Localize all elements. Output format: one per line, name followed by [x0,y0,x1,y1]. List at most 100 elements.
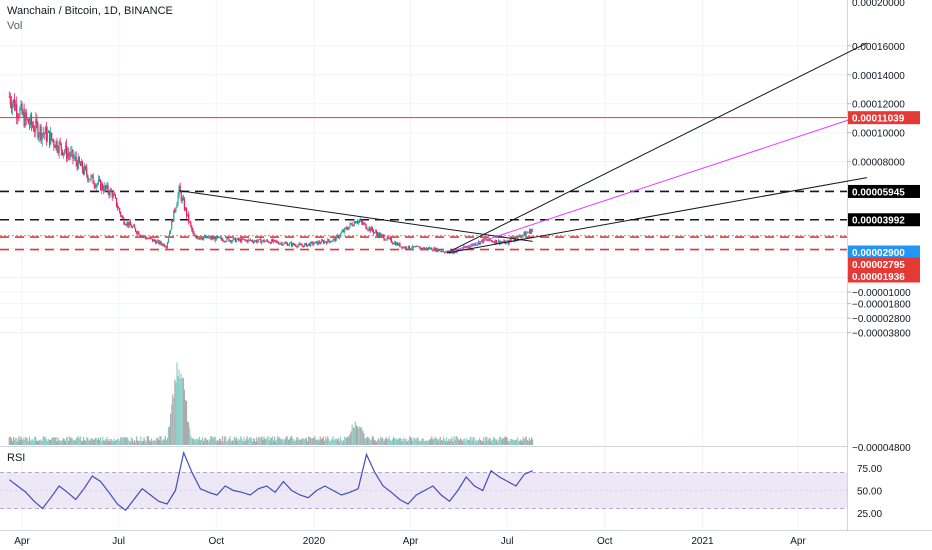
candle-body-272 [297,245,299,247]
candle-body-352 [382,234,384,236]
candle-body-336 [365,223,367,229]
volume-bar-275 [300,439,302,445]
candle-body-16 [25,112,27,120]
candle-body-243 [266,240,268,242]
candle-body-255 [279,243,281,245]
volume-bar-388 [420,440,422,445]
candle-body-354 [384,239,386,241]
volume-bar-160 [178,369,180,445]
candle-body-202 [223,241,225,242]
volume-bar-113 [128,440,130,445]
candle-body-109 [124,223,126,225]
candle-body-229 [251,240,253,242]
candle-body-292 [318,241,320,244]
volume-bar-185 [205,437,207,445]
volume-bar-430 [465,441,467,445]
volume-bar-299 [326,439,328,445]
candle-body-2 [10,103,12,109]
volume-bar-369 [400,438,402,445]
candle-body-147 [164,246,166,248]
candle-body-5 [13,99,16,110]
volume-bar-273 [298,440,300,445]
candle-body-281 [306,244,309,247]
volume-bar-379 [410,438,413,445]
volume-bar-389 [421,438,423,445]
volume-bar-236 [259,438,261,445]
candle-body-159 [177,194,179,204]
volume-bar-115 [130,437,132,445]
volume-bar-436 [471,440,473,445]
volume-bar-172 [191,437,193,445]
volume-bar-84 [97,437,100,445]
candle-body-306 [333,238,335,240]
candle-body-290 [316,241,318,245]
candle-body-204 [225,241,227,243]
candle-body-401 [434,248,436,252]
volume-bar-140 [157,437,159,445]
candle-body-179 [198,238,200,240]
volume-bar-492 [530,437,533,445]
volume-bar-314 [341,441,344,445]
volume-bar-37 [47,438,50,445]
volume-bar-402 [435,437,437,445]
candle-body-20 [29,115,32,125]
time-axis[interactable]: Apr Jul Oct 2020 Apr Jul Oct 2021 Apr [14,536,806,547]
volume-bar-342 [371,436,373,445]
candle-body-361 [391,242,394,244]
candle-body-355 [385,239,387,241]
volume-bar-270 [295,439,297,445]
volume-bar-423 [457,439,459,445]
volume-bar-400 [433,438,435,445]
candle-body-434 [469,247,471,248]
candle-body-294 [320,240,322,244]
candle-body-188 [208,237,210,239]
candle-body-49 [60,143,62,150]
volume-bar-283 [309,436,311,445]
candle-body-277 [302,245,304,247]
time-axis-label-6: Oct [597,536,613,547]
volume-bar-61 [73,440,75,445]
volume-bar-82 [95,437,97,445]
candle-body-12 [21,103,23,115]
candle-body-310 [337,235,339,238]
candle-body-206 [227,237,229,239]
trend-lines[interactable] [179,42,868,254]
candle-body-244 [267,241,269,243]
candle-body-103 [118,207,120,209]
volume-bar-371 [402,438,404,445]
volume-bar-62 [74,440,76,445]
volume-bar-173 [192,438,194,445]
volume-bar-50 [61,440,63,445]
candle-body-358 [388,238,390,239]
candle-body-271 [296,246,298,248]
candle-body-122 [138,231,140,235]
candle-body-233 [256,240,258,243]
candle-body-101 [115,197,118,207]
candle-body-298 [325,241,327,243]
candle-body-482 [520,236,522,238]
candle-body-126 [142,235,144,237]
candle-body-180 [199,238,201,240]
candle-body-350 [380,234,382,237]
volume-bar-241 [264,438,266,445]
candle-body-197 [217,236,219,238]
volume-bar-45 [56,441,58,445]
price-axis-label-7: −0.00001800 [852,300,911,311]
volume-bar-383 [415,439,417,445]
candle-body-435 [470,245,472,248]
volume-bar-449 [485,436,487,445]
candle-body-323 [351,223,353,226]
candle-body-95 [109,189,111,196]
volume-label: Vol [7,20,23,32]
candle-body-235 [258,239,260,242]
volume-bar-106 [121,438,123,445]
candle-body-160 [178,185,180,195]
volume-bar-178 [197,439,199,445]
candle-body-410 [443,252,446,253]
candle-body-360 [390,238,393,243]
candle-body-258 [282,244,284,246]
horizontal-levels[interactable] [0,117,847,251]
candle-body-223 [245,240,247,241]
candle-body-177 [196,237,198,239]
